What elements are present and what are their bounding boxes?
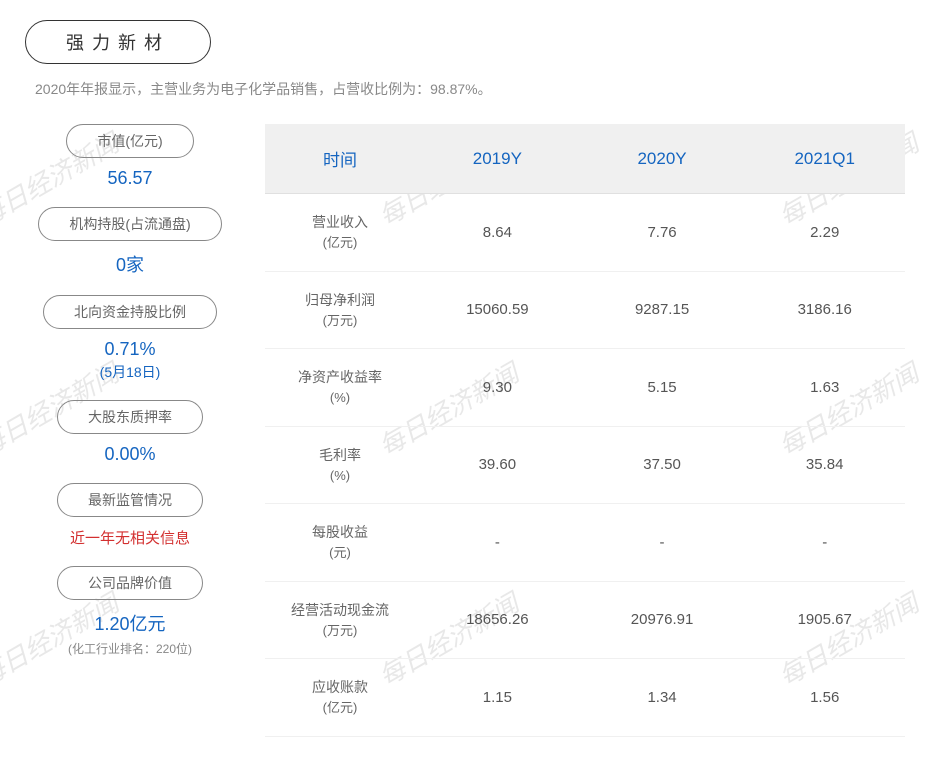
stat-label: 市值(亿元)	[66, 124, 193, 158]
table-cell: 37.50	[580, 426, 745, 504]
stat-label: 北向资金持股比例	[43, 295, 217, 329]
row-label-cell: 归母净利润(万元)	[265, 271, 415, 349]
table-header-cell: 时间	[265, 124, 415, 194]
table-row: 营业收入(亿元)8.647.762.29	[265, 194, 905, 272]
table-cell: 5.15	[580, 349, 745, 427]
stat-sub: (5月18日)	[100, 362, 161, 382]
row-label-main: 应收账款	[275, 677, 405, 698]
table-cell: 1905.67	[744, 581, 905, 659]
table-header-row: 时间2019Y2020Y2021Q1	[265, 124, 905, 194]
table-cell: 1.15	[415, 659, 580, 737]
table-cell: -	[580, 504, 745, 582]
stats-panel: 市值(亿元) 56.57 机构持股(占流通盘) 0家北向资金持股比例 0.71%(5月1…	[25, 124, 235, 737]
row-label-cell: 净资产收益率(%)	[265, 349, 415, 427]
stat-value: 0.71%	[104, 339, 155, 360]
table-cell: -	[415, 504, 580, 582]
table-cell: 20976.91	[580, 581, 745, 659]
table-row: 净资产收益率(%)9.305.151.63	[265, 349, 905, 427]
row-label-unit: (亿元)	[275, 233, 405, 253]
table-cell: 18656.26	[415, 581, 580, 659]
stat-label: 大股东质押率	[57, 400, 203, 434]
stat-group: 市值(亿元) 56.57	[25, 124, 235, 189]
row-label-main: 经营活动现金流	[275, 600, 405, 621]
table-cell: 8.64	[415, 194, 580, 272]
stat-label: 机构持股(占流通盘)	[38, 207, 221, 241]
table-cell: -	[744, 504, 905, 582]
business-description: 2020年年报显示，主营业务为电子化学品销售，占营收比例为：98.87%。	[35, 79, 905, 99]
table-header-cell: 2020Y	[580, 124, 745, 194]
stat-group: 大股东质押率 0.00%	[25, 400, 235, 465]
table-cell: 35.84	[744, 426, 905, 504]
table-cell: 9287.15	[580, 271, 745, 349]
table-header-cell: 2021Q1	[744, 124, 905, 194]
table-cell: 1.56	[744, 659, 905, 737]
row-label-unit: (万元)	[275, 311, 405, 331]
table-cell: 39.60	[415, 426, 580, 504]
row-label-unit: (亿元)	[275, 698, 405, 718]
row-label-cell: 经营活动现金流(万元)	[265, 581, 415, 659]
row-label-unit: (%)	[275, 388, 405, 408]
table-row: 归母净利润(万元)15060.599287.153186.16	[265, 271, 905, 349]
row-label-main: 毛利率	[275, 445, 405, 466]
table-header-cell: 2019Y	[415, 124, 580, 194]
company-title: 强力新材	[25, 20, 211, 64]
stat-rank: (化工行业排名：220位)	[68, 640, 192, 657]
row-label-main: 营业收入	[275, 212, 405, 233]
table-cell: 1.63	[744, 349, 905, 427]
stat-label: 最新监管情况	[57, 483, 203, 517]
table-row: 毛利率(%)39.6037.5035.84	[265, 426, 905, 504]
table-row: 应收账款(亿元)1.151.341.56	[265, 659, 905, 737]
table-cell: 9.30	[415, 349, 580, 427]
table-row: 每股收益(元)---	[265, 504, 905, 582]
row-label-main: 每股收益	[275, 522, 405, 543]
table-cell: 1.34	[580, 659, 745, 737]
table-cell: 7.76	[580, 194, 745, 272]
row-label-unit: (%)	[275, 466, 405, 486]
row-label-cell: 每股收益(元)	[265, 504, 415, 582]
table-cell: 15060.59	[415, 271, 580, 349]
row-label-cell: 应收账款(亿元)	[265, 659, 415, 737]
stat-value: 近一年无相关信息	[70, 527, 190, 548]
row-label-unit: (元)	[275, 543, 405, 563]
table-cell: 3186.16	[744, 271, 905, 349]
row-label-main: 归母净利润	[275, 290, 405, 311]
stat-group: 公司品牌价值 1.20亿元 (化工行业排名：220位)	[25, 566, 235, 657]
row-label-unit: (万元)	[275, 621, 405, 641]
table-row: 经营活动现金流(万元)18656.2620976.911905.67	[265, 581, 905, 659]
stat-value: 56.57	[107, 168, 152, 189]
row-label-cell: 营业收入(亿元)	[265, 194, 415, 272]
stat-value: 1.20亿元	[94, 610, 165, 636]
stat-group: 最新监管情况近一年无相关信息	[25, 483, 235, 548]
stat-group: 机构持股(占流通盘) 0家	[25, 207, 235, 277]
row-label-cell: 毛利率(%)	[265, 426, 415, 504]
financial-table: 时间2019Y2020Y2021Q1 营业收入(亿元)8.647.762.29归…	[265, 124, 905, 737]
stat-group: 北向资金持股比例 0.71%(5月18日)	[25, 295, 235, 382]
stat-value: 0家	[116, 251, 144, 277]
stat-value: 0.00%	[104, 444, 155, 465]
table-cell: 2.29	[744, 194, 905, 272]
row-label-main: 净资产收益率	[275, 367, 405, 388]
table-body: 营业收入(亿元)8.647.762.29归母净利润(万元)15060.59928…	[265, 194, 905, 737]
stat-label: 公司品牌价值	[57, 566, 203, 600]
